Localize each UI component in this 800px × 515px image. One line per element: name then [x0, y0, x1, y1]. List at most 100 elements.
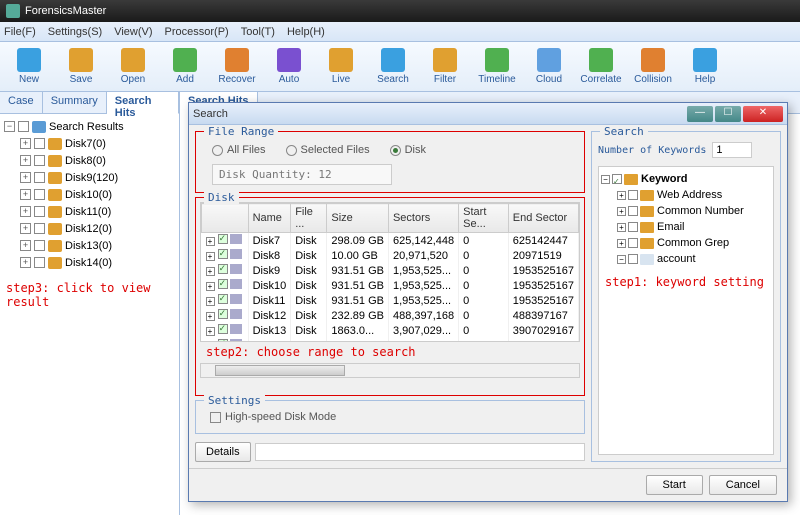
- column-header[interactable]: Sectors: [388, 204, 458, 233]
- close-button[interactable]: ✕: [743, 106, 783, 122]
- maximize-button[interactable]: ☐: [715, 106, 741, 122]
- minimize-button[interactable]: —: [687, 106, 713, 122]
- column-header[interactable]: Size: [327, 204, 389, 233]
- expand-icon[interactable]: +: [20, 189, 31, 200]
- keyword-item[interactable]: +Web Address: [601, 187, 771, 203]
- keyword-item[interactable]: −account: [601, 251, 771, 267]
- expand-icon[interactable]: +: [20, 223, 31, 234]
- toolbar-recover[interactable]: Recover: [212, 44, 262, 90]
- checkbox[interactable]: [34, 223, 45, 234]
- column-header[interactable]: Name: [248, 204, 291, 233]
- radio-all-files[interactable]: All Files: [212, 144, 266, 156]
- radio-selected-files[interactable]: Selected Files: [286, 144, 370, 156]
- toolbar-live[interactable]: Live: [316, 44, 366, 90]
- expand-icon[interactable]: +: [20, 172, 31, 183]
- expand-icon[interactable]: +: [617, 223, 626, 232]
- table-row[interactable]: + Disk11Disk931.51 GB1,953,525...0195352…: [202, 293, 579, 308]
- toolbar-timeline[interactable]: Timeline: [472, 44, 522, 90]
- menu-item[interactable]: Help(H): [287, 26, 325, 38]
- tree-root[interactable]: − Search Results: [2, 118, 177, 135]
- tab-summary[interactable]: Summary: [43, 92, 107, 113]
- checkbox[interactable]: [18, 121, 29, 132]
- expand-icon[interactable]: +: [20, 155, 31, 166]
- disk-icon: [48, 138, 62, 150]
- toolbar-save[interactable]: Save: [56, 44, 106, 90]
- checkbox[interactable]: [34, 155, 45, 166]
- disk-icon: [48, 257, 62, 269]
- tree-item[interactable]: +Disk11(0): [2, 203, 177, 220]
- disk-quantity: Disk Quantity: 12: [212, 164, 392, 185]
- checkbox[interactable]: [628, 206, 638, 216]
- toolbar-collision[interactable]: Collision: [628, 44, 678, 90]
- horizontal-scrollbar[interactable]: [200, 363, 580, 378]
- checkbox[interactable]: [34, 206, 45, 217]
- start-button[interactable]: Start: [646, 475, 703, 495]
- toolbar-filter[interactable]: Filter: [420, 44, 470, 90]
- toolbar-open[interactable]: Open: [108, 44, 158, 90]
- table-row[interactable]: + Disk14Disk1863.0...3,907,029...0390702…: [202, 338, 579, 342]
- keyword-item[interactable]: +Common Number: [601, 203, 771, 219]
- tree-item[interactable]: +Disk14(0): [2, 254, 177, 271]
- tree-item[interactable]: +Disk13(0): [2, 237, 177, 254]
- table-row[interactable]: + Disk10Disk931.51 GB1,953,525...0195352…: [202, 278, 579, 293]
- table-row[interactable]: + Disk13Disk1863.0...3,907,029...0390702…: [202, 323, 579, 338]
- expand-icon[interactable]: −: [617, 255, 626, 264]
- cancel-button[interactable]: Cancel: [709, 475, 777, 495]
- checkbox[interactable]: [628, 222, 638, 232]
- table-row[interactable]: + Disk9Disk931.51 GB1,953,525...01953525…: [202, 263, 579, 278]
- menu-item[interactable]: Settings(S): [48, 26, 102, 38]
- checkbox[interactable]: [34, 189, 45, 200]
- left-tabs: CaseSummarySearch Hits: [0, 92, 179, 114]
- radio-disk[interactable]: Disk: [390, 144, 426, 156]
- menu-item[interactable]: View(V): [114, 26, 152, 38]
- toolbar-auto[interactable]: Auto: [264, 44, 314, 90]
- table-row[interactable]: + Disk12Disk232.89 GB488,397,16804883971…: [202, 308, 579, 323]
- checkbox[interactable]: [628, 238, 638, 248]
- tab-search-hits[interactable]: Search Hits: [107, 92, 179, 114]
- expand-icon[interactable]: +: [617, 207, 626, 216]
- tree-item[interactable]: +Disk8(0): [2, 152, 177, 169]
- keyword-root[interactable]: − Keyword: [601, 171, 771, 187]
- expand-icon[interactable]: +: [617, 239, 626, 248]
- tree-item[interactable]: +Disk9(120): [2, 169, 177, 186]
- expand-icon[interactable]: +: [20, 257, 31, 268]
- checkbox[interactable]: [34, 240, 45, 251]
- toolbar-new[interactable]: New: [4, 44, 54, 90]
- checkbox[interactable]: [628, 254, 638, 264]
- column-header[interactable]: End Sector: [508, 204, 578, 233]
- toolbar-add[interactable]: Add: [160, 44, 210, 90]
- expand-icon[interactable]: +: [20, 206, 31, 217]
- expand-icon[interactable]: +: [20, 240, 31, 251]
- step2-annotation: step2: choose range to search: [206, 345, 574, 359]
- highspeed-checkbox[interactable]: High-speed Disk Mode: [202, 407, 578, 427]
- toolbar-search[interactable]: Search: [368, 44, 418, 90]
- checkbox[interactable]: [34, 172, 45, 183]
- checkbox[interactable]: [628, 190, 638, 200]
- details-button[interactable]: Details: [195, 442, 251, 462]
- keyword-count-input[interactable]: [712, 142, 752, 158]
- menu-item[interactable]: Processor(P): [165, 26, 229, 38]
- toolbar-cloud[interactable]: Cloud: [524, 44, 574, 90]
- column-header[interactable]: Start Se...: [459, 204, 509, 233]
- tree-item[interactable]: +Disk10(0): [2, 186, 177, 203]
- keyword-item[interactable]: +Common Grep: [601, 235, 771, 251]
- checkbox[interactable]: [612, 174, 622, 184]
- timeline-icon: [485, 48, 509, 72]
- collapse-icon[interactable]: −: [601, 175, 610, 184]
- toolbar-correlate[interactable]: Correlate: [576, 44, 626, 90]
- expand-icon[interactable]: +: [617, 191, 626, 200]
- tab-case[interactable]: Case: [0, 92, 43, 113]
- column-header[interactable]: File ...: [291, 204, 327, 233]
- tree-item[interactable]: +Disk12(0): [2, 220, 177, 237]
- collapse-icon[interactable]: −: [4, 121, 15, 132]
- table-row[interactable]: + Disk8Disk10.00 GB20,971,520020971519: [202, 248, 579, 263]
- toolbar-help[interactable]: Help: [680, 44, 730, 90]
- checkbox[interactable]: [34, 138, 45, 149]
- tree-item[interactable]: +Disk7(0): [2, 135, 177, 152]
- expand-icon[interactable]: +: [20, 138, 31, 149]
- table-row[interactable]: + Disk7Disk298.09 GB625,142,448062514244…: [202, 233, 579, 249]
- checkbox[interactable]: [34, 257, 45, 268]
- menu-item[interactable]: File(F): [4, 26, 36, 38]
- keyword-item[interactable]: +Email: [601, 219, 771, 235]
- menu-item[interactable]: Tool(T): [241, 26, 275, 38]
